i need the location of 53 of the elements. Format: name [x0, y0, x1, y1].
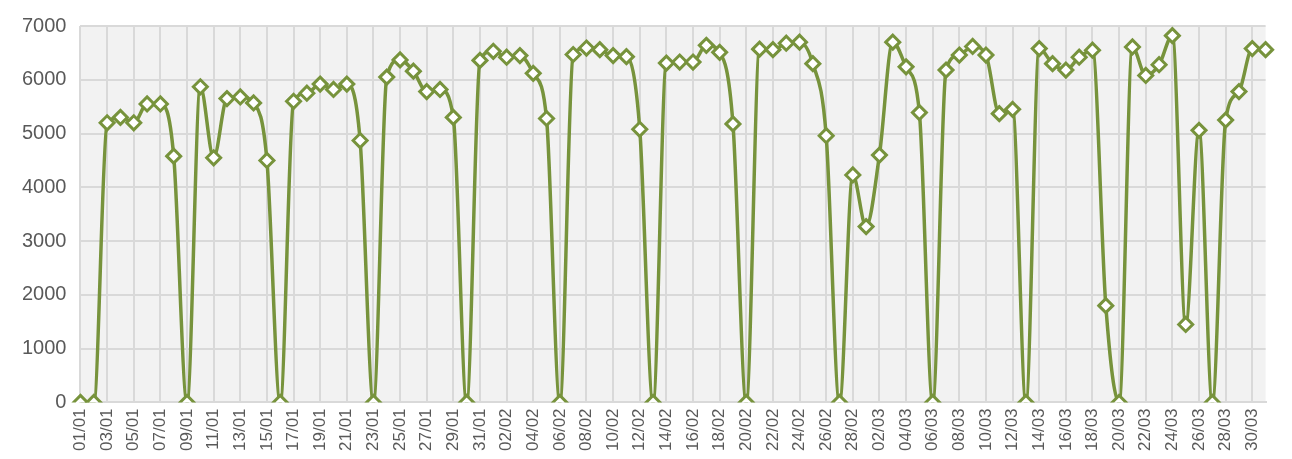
y-tick-label: 0 [55, 389, 67, 412]
x-tick-label: 28/02 [842, 408, 862, 452]
x-tick-label: 02/02 [496, 408, 516, 452]
x-tick-label: 29/01 [443, 408, 463, 452]
x-tick-label: 06/02 [549, 408, 569, 452]
x-tick-label: 28/03 [1215, 408, 1235, 452]
x-tick-label: 08/02 [576, 408, 596, 452]
x-tick-label: 16/02 [682, 408, 702, 452]
x-tick-label: 08/03 [949, 408, 969, 452]
y-tick-label: 7000 [21, 13, 67, 36]
x-tick-label: 03/01 [96, 408, 116, 452]
x-tick-label: 09/01 [176, 408, 196, 452]
x-tick-label: 14/03 [1028, 408, 1048, 452]
x-tick-label: 18/03 [1082, 408, 1102, 452]
x-tick-label: 18/02 [709, 408, 729, 452]
x-tick-label: 24/03 [1162, 408, 1182, 452]
x-tick-label: 22/02 [762, 408, 782, 452]
x-tick-label: 04/02 [522, 408, 542, 452]
x-tick-label: 31/01 [469, 408, 489, 452]
x-tick-label: 07/01 [150, 408, 170, 452]
x-tick-label: 21/01 [336, 408, 356, 452]
x-tick-label: 17/01 [283, 408, 303, 452]
x-tick-label: 14/02 [656, 408, 676, 452]
x-tick-label: 30/03 [1241, 408, 1261, 452]
x-tick-label: 22/03 [1135, 408, 1155, 452]
x-tick-label: 10/03 [975, 408, 995, 452]
x-tick-label: 05/01 [123, 408, 143, 452]
x-tick-label: 12/03 [1002, 408, 1022, 452]
y-tick-label: 3000 [21, 228, 67, 251]
y-tick-label: 5000 [21, 121, 67, 144]
x-tick-label: 16/03 [1055, 408, 1075, 452]
x-tick-label: 11/01 [203, 408, 223, 450]
x-tick-label: 01/01 [70, 408, 90, 452]
x-tick-label: 27/01 [416, 408, 436, 452]
x-tick-label: 02/03 [869, 408, 889, 452]
x-tick-label: 20/03 [1108, 408, 1128, 452]
x-tick-label: 15/01 [256, 408, 276, 452]
x-tick-label: 19/01 [309, 408, 329, 452]
x-tick-label: 25/01 [389, 408, 409, 452]
x-tick-label: 10/02 [602, 408, 622, 452]
x-tick-label: 13/01 [229, 408, 249, 452]
x-tick-label: 12/02 [629, 408, 649, 452]
x-tick-label: 26/02 [815, 408, 835, 452]
x-tick-label: 04/03 [895, 408, 915, 452]
y-tick-label: 1000 [21, 336, 67, 359]
y-tick-label: 6000 [21, 67, 67, 90]
x-tick-label: 24/02 [789, 408, 809, 452]
x-tick-label: 06/03 [922, 408, 942, 452]
y-tick-label: 2000 [21, 282, 67, 305]
x-tick-label: 26/03 [1188, 408, 1208, 452]
y-tick-label: 4000 [21, 174, 67, 197]
x-tick-label: 23/01 [363, 408, 383, 452]
x-tick-label: 20/02 [735, 408, 755, 452]
